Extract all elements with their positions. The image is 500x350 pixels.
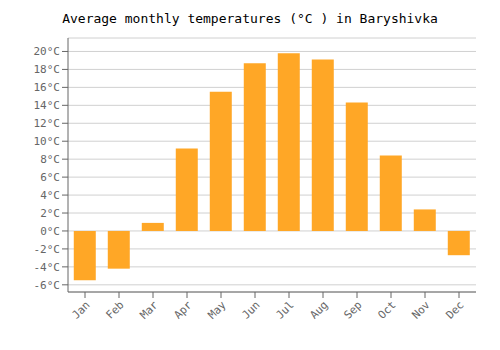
svg-text:Feb: Feb (103, 298, 126, 321)
svg-text:Sep: Sep (341, 298, 364, 321)
svg-text:Aug: Aug (307, 298, 330, 321)
svg-text:Dec: Dec (443, 298, 466, 321)
svg-text:Mar: Mar (137, 298, 161, 322)
svg-text:2°C: 2°C (40, 207, 60, 220)
svg-text:May: May (205, 298, 229, 322)
svg-text:Jan: Jan (69, 298, 92, 321)
svg-text:4°C: 4°C (40, 189, 60, 202)
svg-text:Apr: Apr (171, 298, 195, 322)
html-text:Average monthly temperatures (: Average monthly temperatures (°C ) in Ba… (62, 11, 438, 26)
svg-text:18°C: 18°C (34, 63, 61, 76)
svg-text:14°C: 14°C (34, 99, 61, 112)
svg-text:-6°C: -6°C (34, 279, 61, 292)
svg-text:16°C: 16°C (34, 81, 61, 94)
svg-text:-4°C: -4°C (34, 261, 61, 274)
svg-text:6°C: 6°C (40, 171, 60, 184)
svg-text:Nov: Nov (409, 298, 433, 322)
svg-text:12°C: 12°C (34, 117, 61, 130)
svg-text:Jun: Jun (239, 298, 262, 321)
svg-text:20°C: 20°C (34, 45, 61, 58)
svg-text:0°C: 0°C (40, 225, 60, 238)
svg-text:-2°C: -2°C (34, 243, 61, 256)
svg-text:8°C: 8°C (40, 153, 60, 166)
svg-text:10°C: 10°C (34, 135, 61, 148)
svg-text:Oct: Oct (375, 298, 398, 321)
svg-text:Jul: Jul (273, 298, 296, 321)
